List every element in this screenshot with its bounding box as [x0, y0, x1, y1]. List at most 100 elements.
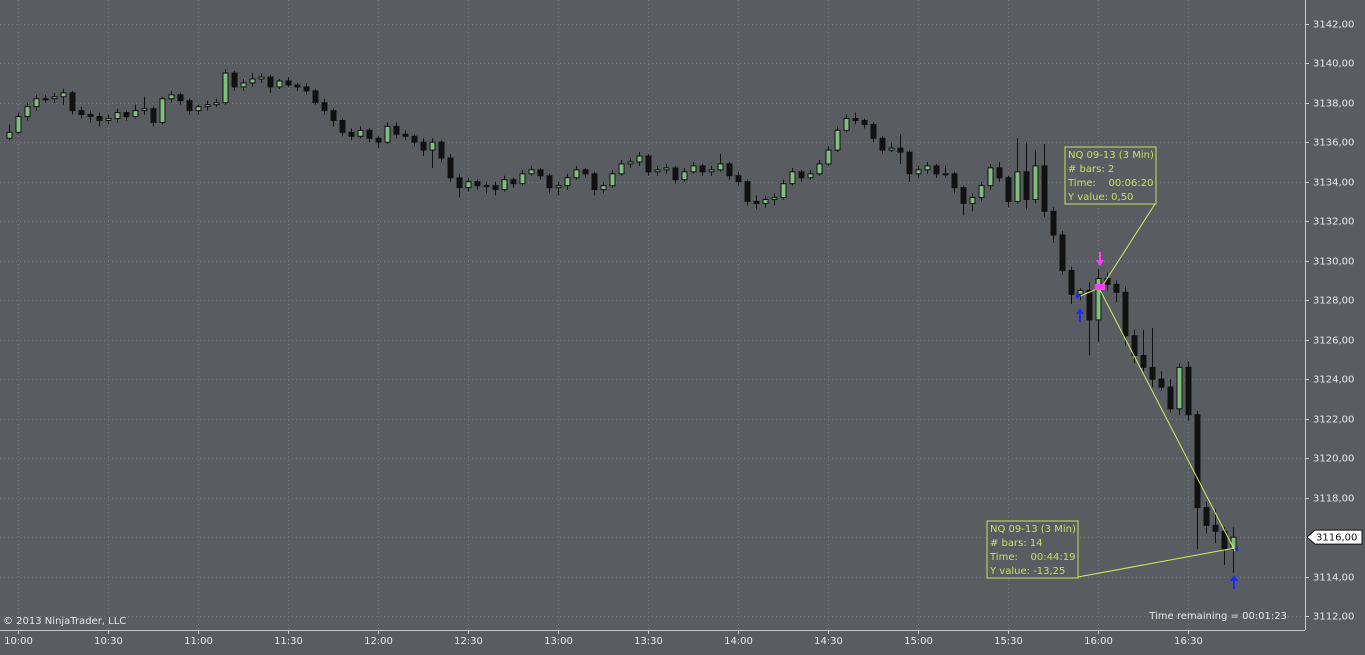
y-tick-label: 3128,00 — [1313, 296, 1354, 307]
candle-body — [366, 129, 373, 139]
y-tick-label: 3120,00 — [1313, 454, 1354, 465]
candle-body — [168, 94, 175, 100]
exit-marker — [1095, 284, 1105, 290]
candle-body — [249, 78, 256, 84]
candle-body — [888, 147, 895, 151]
candle-body — [735, 175, 742, 183]
candle-body — [906, 151, 913, 175]
info-text: NQ 09-13 (3 Min) — [1068, 150, 1154, 161]
candle-body — [834, 129, 841, 151]
candle-body — [1176, 366, 1183, 410]
y-tick-label: 3142,00 — [1313, 20, 1354, 31]
candle-body — [1194, 414, 1201, 509]
candle-body — [1023, 171, 1030, 200]
candle-body — [177, 94, 184, 102]
candle-body — [951, 173, 958, 189]
x-tick-label: 11:30 — [274, 636, 303, 647]
candle-body — [303, 86, 310, 92]
candle-body — [6, 131, 13, 139]
candle-body — [825, 149, 832, 165]
info-box-frame — [1064, 146, 1157, 205]
candle-body — [1050, 210, 1057, 236]
candle-body — [222, 72, 229, 104]
candle-body — [321, 102, 328, 112]
candle-body — [1041, 165, 1048, 212]
x-tick-label: 13:00 — [544, 636, 573, 647]
last-price-label: 3116,00 — [1316, 533, 1357, 544]
candle-body — [924, 165, 931, 171]
sell-arrow — [1096, 252, 1104, 266]
candle-body — [213, 102, 220, 106]
candle-body — [978, 185, 985, 198]
y-tick-label: 3126,00 — [1313, 336, 1354, 347]
candle-body — [519, 173, 526, 185]
candle-body — [528, 169, 535, 175]
candle-body — [1113, 283, 1120, 293]
x-tick-label: 13:30 — [634, 636, 663, 647]
x-tick-label: 15:30 — [994, 636, 1023, 647]
y-tick-label: 3132,00 — [1313, 217, 1354, 228]
candle-body — [330, 110, 337, 121]
buy-arrow — [1076, 308, 1084, 322]
candle-body — [150, 108, 157, 123]
candle-body — [555, 185, 562, 189]
measure-line — [1098, 287, 1236, 552]
x-tick-label: 10:00 — [4, 636, 33, 647]
candle-body — [771, 196, 778, 200]
candle-body — [1014, 171, 1021, 202]
candle-body — [240, 82, 247, 88]
candle-body — [807, 173, 814, 179]
candle-body — [456, 177, 463, 189]
candle-body — [87, 114, 94, 118]
candle-body — [987, 167, 994, 187]
copyright: © 2013 NinjaTrader, LLC — [3, 616, 126, 627]
candle-body — [933, 165, 940, 175]
candle-body — [870, 123, 877, 139]
buy-arrow — [1230, 575, 1238, 589]
candle-body — [843, 117, 850, 131]
candle-body — [996, 167, 1003, 179]
y-tick-label: 3114,00 — [1313, 573, 1354, 584]
candle-body — [618, 163, 625, 175]
candle-body — [1032, 165, 1039, 200]
candle-body — [15, 116, 22, 133]
candle-body — [339, 119, 346, 133]
candle-body — [753, 200, 760, 204]
candle-body — [375, 137, 382, 143]
y-tick-label: 3112,00 — [1313, 612, 1354, 623]
candle-body — [681, 171, 688, 181]
candle-body — [231, 72, 238, 88]
candle-body — [276, 80, 283, 88]
candle-body — [915, 169, 922, 175]
candle-body — [159, 98, 166, 123]
candle-body — [645, 155, 652, 173]
x-tick-label: 16:00 — [1084, 636, 1113, 647]
candle-body — [474, 181, 481, 187]
candle-body — [1086, 289, 1093, 321]
candle-body — [357, 129, 364, 137]
candle-body — [1005, 177, 1012, 202]
candle-body — [1059, 234, 1066, 272]
candle-body — [114, 112, 121, 119]
candle-body — [42, 98, 49, 101]
candle-body — [69, 92, 76, 112]
candle-body — [798, 171, 805, 179]
candle-body — [762, 198, 769, 204]
info-box: NQ 09-13 (3 Min) # bars: 14 Time: 00:44:… — [986, 520, 1079, 579]
y-tick-label: 3134,00 — [1313, 178, 1354, 189]
candle-body — [420, 141, 427, 151]
candle-body — [105, 117, 112, 121]
info-box-frame — [986, 520, 1079, 579]
candle-body — [699, 165, 706, 173]
candle-body — [285, 80, 292, 86]
candle-body — [195, 106, 202, 112]
candle-body — [663, 167, 670, 171]
axes: 3112,00 3114,00 3116,00 3118,00 3120,00 3122,… — [4, 20, 1363, 647]
candle-body — [267, 76, 274, 88]
candle-body — [1167, 386, 1174, 410]
entry-marker — [1076, 293, 1081, 299]
y-tick-label: 3122,00 — [1313, 415, 1354, 426]
info-text: # bars: 2 — [1068, 164, 1114, 175]
candle-body — [465, 181, 472, 189]
candle-body — [294, 84, 301, 88]
